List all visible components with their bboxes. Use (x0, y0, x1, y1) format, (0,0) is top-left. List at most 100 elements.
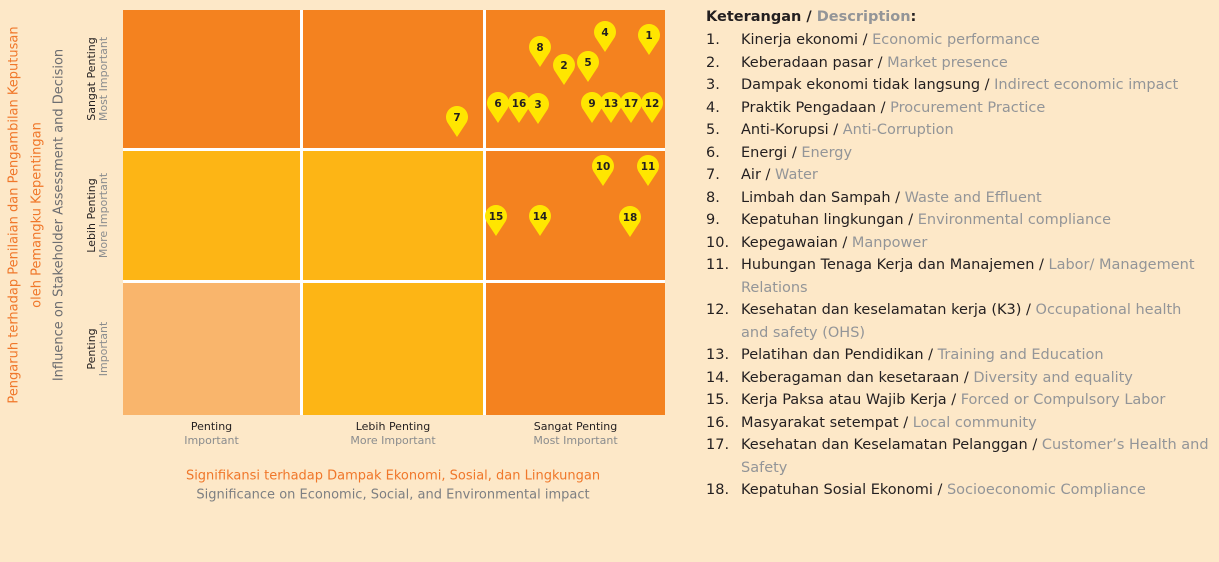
y-axis-title-id: oleh Pemangku Kepentingan (30, 122, 45, 308)
legend-separator: / (806, 9, 812, 25)
legend-separator: / (880, 99, 886, 116)
pin: 17 (620, 91, 642, 123)
legend-text-en: Diversity and equality (973, 369, 1133, 386)
legend-number: 8. (706, 189, 720, 206)
legend-number: 14. (706, 369, 730, 386)
pin-label: 4 (601, 27, 608, 39)
legend-text: Pelatihan dan Pendidikan / Training and … (741, 344, 1211, 367)
legend-text-id: Keberagaman dan kesetaraan (741, 369, 960, 386)
x-axis-title-id: Signifikansi terhadap Dampak Ekonomi, So… (186, 469, 600, 484)
legend-title-end: : (910, 9, 917, 25)
pin-shape (620, 91, 642, 123)
legend-text-en: Water (775, 167, 818, 183)
column-label-en: Important (184, 434, 239, 447)
legend-text: Kepatuhan Sosial Ekonomi / Socioeconomic… (741, 479, 1211, 502)
pin-label: 12 (645, 98, 660, 110)
legend-number: 5. (706, 122, 720, 138)
legend-title-en: Description (816, 9, 911, 25)
legend-item: 4. Praktik Pengadaan / Procurement Practi… (706, 97, 1211, 120)
legend-number: 10. (706, 234, 730, 251)
pin-shape (485, 205, 507, 236)
legend-text-id: Kepatuhan lingkungan (741, 212, 904, 228)
pin-shape (641, 91, 663, 123)
legend-text-en: Forced or Compulsory Labor (960, 392, 1166, 408)
legend-text-id: Energi (741, 144, 788, 161)
legend-text-id: Kepatuhan Sosial Ekonomi (741, 482, 933, 498)
row-label-id: Lebih Penting (85, 178, 98, 253)
pin-shape (529, 35, 551, 67)
legend-item: 6. Energi / Energy (706, 142, 1211, 165)
pin: 1 (638, 23, 660, 55)
pin: 14 (529, 205, 551, 236)
legend-separator: / (1032, 437, 1038, 453)
column-label-id: Sangat Penting (534, 420, 618, 433)
pin-shape (577, 50, 599, 82)
pin-shape (487, 91, 510, 123)
legend-separator: / (963, 369, 969, 386)
pin: 15 (485, 205, 507, 236)
legend-text-id: Kesehatan dan keselamatan kerja (K3) (741, 302, 1022, 318)
legend-text-id: Limbah dan Sampah (741, 189, 891, 206)
legend-text: Kepegawaian / Manpower (741, 232, 1211, 255)
legend-text-en: Environmental compliance (917, 212, 1112, 228)
legend-text-id: Keberadaan pasar (741, 54, 873, 71)
legend-text: Energi / Energy (741, 142, 1211, 165)
legend-separator: / (903, 414, 909, 431)
matrix-cell (486, 10, 665, 148)
pin-shape (527, 92, 549, 124)
pin-shape (637, 155, 660, 186)
legend-separator: / (833, 122, 839, 138)
pin-shape (638, 23, 660, 55)
legend-item: 3. Dampak ekonomi tidak langsung / Indire… (706, 74, 1211, 97)
legend-text: Limbah dan Sampah / Waste and Effluent (741, 187, 1211, 210)
legend-text-id: Praktik Pengadaan (741, 99, 877, 116)
legend-text: Masyarakat setempat / Local community (741, 412, 1211, 435)
pin-shape (593, 20, 616, 52)
pin: 7 (446, 105, 469, 137)
pin: 11 (637, 155, 660, 186)
legend-text-en: Socioeconomic Compliance (946, 482, 1146, 498)
legend-number: 15. (706, 392, 730, 408)
legend-separator: / (862, 32, 868, 48)
row-label-en: Important (97, 321, 110, 376)
matrix-cell (123, 10, 300, 148)
legend-number: 4. (706, 99, 720, 116)
legend-item: 9. Kepatuhan lingkungan / Environmental c… (706, 209, 1211, 232)
legend-text-id: Masyarakat setempat (741, 414, 899, 431)
legend-text-en: Procurement Practice (890, 99, 1046, 116)
legend-separator: / (842, 234, 848, 251)
y-axis-title-id: Pengaruh terhadap Penilaian dan Pengambi… (7, 26, 22, 403)
row-label-id: Penting (85, 328, 98, 369)
legend-item: 2. Keberadaan pasar / Market presence (706, 52, 1211, 75)
pin-shape (619, 206, 641, 237)
legend-text-en: Occupational health and safety (OHS) (741, 302, 1182, 341)
pin-label: 18 (623, 212, 638, 224)
legend-text-id: Anti-Korupsi (741, 122, 829, 138)
legend-text-id: Hubungan Tenaga Kerja dan Manajemen (741, 257, 1035, 273)
column-label-id: Lebih Penting (356, 420, 431, 433)
legend-text: Kesehatan dan Keselamatan Pelanggan / Cu… (741, 434, 1211, 479)
legend-item: 15. Kerja Paksa atau Wajib Kerja / Forced… (706, 389, 1211, 412)
legend-text-en: Market presence (887, 54, 1008, 71)
legend-item: 5. Anti-Korupsi / Anti-Corruption (706, 119, 1211, 142)
legend-item: 8. Limbah dan Sampah / Waste and Effluent (706, 187, 1211, 210)
pin: 18 (619, 206, 641, 237)
pin-label: 10 (596, 161, 611, 173)
legend-item: 13. Pelatihan dan Pendidikan / Training a… (706, 344, 1211, 367)
row-label-id: Sangat Penting (85, 37, 98, 121)
legend-number: 6. (706, 144, 720, 161)
legend-text-id: Kepegawaian (741, 234, 838, 251)
legend-text-en: Manpower (851, 234, 928, 251)
x-axis-title-en: Significance on Economic, Social, and En… (196, 488, 589, 503)
legend-title-id: Keterangan (706, 9, 802, 25)
legend-text-en: Customer’s Health and Safety (741, 437, 1209, 476)
legend-number: 16. (706, 414, 730, 431)
legend-item: 1. Kinerja ekonomi / Economic performance (706, 29, 1211, 52)
legend-number: 18. (706, 482, 730, 498)
pin: 5 (577, 50, 599, 82)
pin-shape (600, 91, 622, 123)
legend-number: 1. (706, 32, 720, 48)
legend-separator: / (1026, 302, 1031, 318)
legend: Keterangan / Description: 1. Kinerja ekon… (706, 6, 1211, 502)
legend-text: Hubungan Tenaga Kerja dan Manajemen / La… (741, 254, 1211, 299)
